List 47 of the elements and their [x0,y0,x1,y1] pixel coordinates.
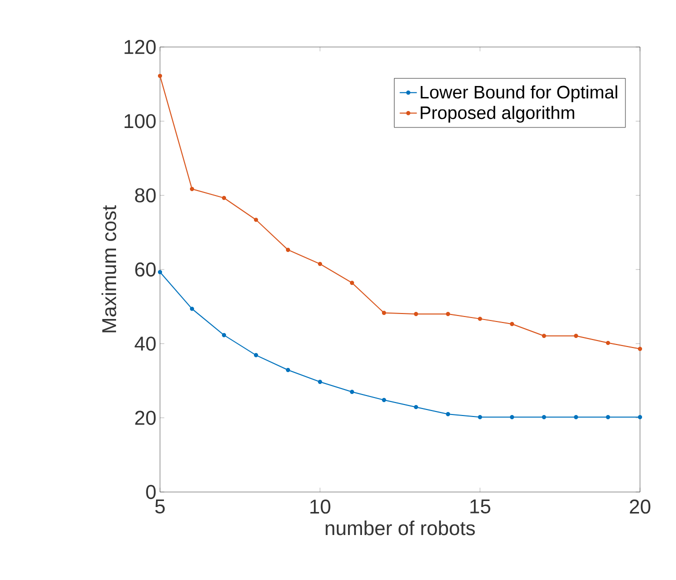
point [158,270,162,274]
point [350,280,354,285]
y-tick-label: 120 [124,40,156,54]
y-axis-title: Maximum cost [102,205,116,332]
x-tick-label: 15 [470,500,490,514]
point [574,414,578,420]
point [638,414,642,420]
legend-label: Lower Bound for Optimal [420,85,618,102]
point [414,404,418,410]
point [574,334,578,338]
point [510,414,514,420]
x-tick-label: 20 [630,500,650,514]
point [190,306,194,311]
point [382,398,386,402]
point [606,414,610,420]
point [606,340,610,346]
point [254,353,258,358]
y-tick-label: 100 [124,114,156,128]
point [286,368,290,372]
y-tick-label: 0 [146,484,156,500]
y-tick-label: 60 [135,262,156,277]
point [222,196,226,200]
point [286,248,290,252]
point [158,74,162,78]
y-tick-label: 80 [135,188,156,202]
point [446,312,450,316]
point [446,412,450,416]
point [382,310,386,315]
point [542,334,546,338]
point [638,346,642,351]
point [414,312,418,316]
point [222,333,226,338]
point [254,218,258,222]
y-tick-label: 20 [135,410,156,425]
point [318,262,322,266]
legend-label: Proposed algorithm [420,106,574,123]
x-tick-label: 10 [310,500,330,514]
point [478,414,482,420]
point [510,322,514,326]
y-tick-label: 40 [134,336,156,351]
point [478,316,482,321]
point [318,380,322,384]
point [542,414,546,420]
point [350,390,354,394]
x-tick-label: 5 [155,500,165,514]
x-axis-title: number of robots [326,520,475,536]
point [190,186,194,192]
